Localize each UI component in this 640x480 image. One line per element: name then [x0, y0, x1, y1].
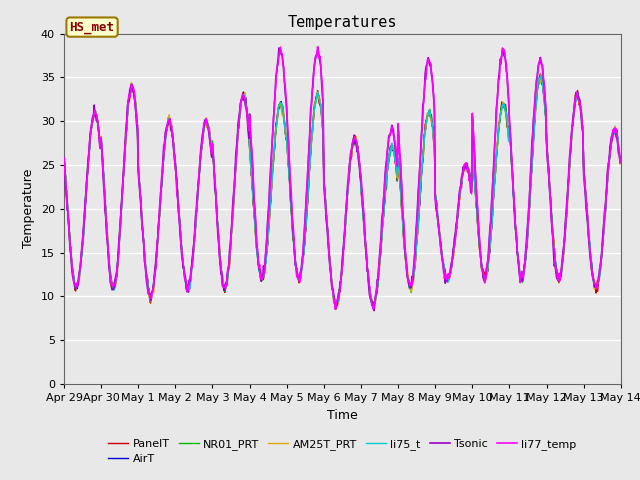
li77_temp — [428, 68, 435, 74]
Legend: PanelT, AirT, NR01_PRT, AM25T_PRT, li75_t, Tsonic, li77_temp: PanelT, AirT, NR01_PRT, AM25T_PRT, li75_… — [108, 439, 577, 464]
AM25T_PRT — [127, 80, 135, 85]
li75_t — [70, 277, 78, 283]
Line: PanelT: PanelT — [64, 74, 620, 305]
AM25T_PRT — [332, 306, 340, 312]
li77_temp — [616, 159, 624, 165]
li77_temp — [369, 306, 377, 312]
NR01_PRT — [70, 278, 78, 284]
li75_t — [410, 267, 418, 273]
AirT — [427, 113, 435, 119]
PanelT — [427, 114, 435, 120]
AirT — [616, 154, 624, 160]
li77_temp — [314, 44, 321, 49]
NR01_PRT — [427, 111, 435, 117]
NR01_PRT — [213, 214, 221, 220]
NR01_PRT — [369, 305, 377, 311]
AirT — [410, 265, 418, 271]
Tsonic — [428, 71, 435, 77]
li77_temp — [213, 218, 221, 224]
Line: Tsonic: Tsonic — [64, 48, 620, 311]
AirT — [60, 154, 68, 159]
Tsonic — [371, 308, 378, 313]
AM25T_PRT — [410, 269, 418, 275]
PanelT — [184, 285, 191, 291]
li75_t — [213, 215, 221, 221]
NR01_PRT — [410, 270, 418, 276]
li75_t — [127, 85, 135, 91]
li75_t — [616, 156, 624, 162]
Tsonic — [184, 283, 191, 288]
Line: li77_temp: li77_temp — [64, 47, 620, 309]
AirT — [127, 83, 135, 88]
Y-axis label: Temperature: Temperature — [22, 169, 35, 249]
NR01_PRT — [184, 284, 191, 289]
PanelT — [213, 215, 221, 220]
li75_t — [184, 283, 191, 289]
li77_temp — [70, 280, 78, 286]
Tsonic — [275, 45, 283, 51]
Line: AirT: AirT — [64, 76, 620, 307]
AirT — [213, 216, 221, 222]
Tsonic — [127, 83, 135, 88]
Line: NR01_PRT: NR01_PRT — [64, 77, 620, 308]
NR01_PRT — [536, 74, 543, 80]
Tsonic — [412, 247, 419, 253]
PanelT — [127, 81, 135, 86]
AM25T_PRT — [427, 116, 435, 122]
PanelT — [70, 276, 78, 282]
PanelT — [410, 266, 418, 272]
PanelT — [616, 156, 624, 161]
Text: HS_met: HS_met — [70, 21, 115, 34]
PanelT — [536, 71, 544, 77]
PanelT — [60, 150, 68, 156]
li77_temp — [412, 246, 419, 252]
li77_temp — [60, 155, 68, 161]
AirT — [70, 280, 78, 286]
AM25T_PRT — [538, 72, 545, 78]
AM25T_PRT — [184, 286, 191, 292]
Title: Temperatures: Temperatures — [287, 15, 397, 30]
AirT — [184, 285, 191, 290]
Line: AM25T_PRT: AM25T_PRT — [64, 75, 620, 309]
li77_temp — [127, 82, 135, 88]
AirT — [369, 304, 377, 310]
li75_t — [427, 115, 435, 120]
AM25T_PRT — [616, 161, 624, 167]
NR01_PRT — [60, 156, 68, 162]
Line: li75_t: li75_t — [64, 75, 620, 307]
Tsonic — [70, 280, 78, 286]
li77_temp — [184, 289, 191, 295]
NR01_PRT — [127, 82, 135, 87]
PanelT — [371, 302, 378, 308]
li75_t — [60, 155, 68, 161]
AM25T_PRT — [60, 150, 68, 156]
Tsonic — [616, 160, 624, 166]
AirT — [536, 73, 544, 79]
li75_t — [371, 304, 378, 310]
AM25T_PRT — [70, 276, 78, 282]
X-axis label: Time: Time — [327, 408, 358, 421]
Tsonic — [213, 218, 221, 224]
AM25T_PRT — [213, 214, 221, 220]
NR01_PRT — [616, 157, 624, 163]
Tsonic — [60, 155, 68, 160]
li75_t — [538, 72, 545, 78]
